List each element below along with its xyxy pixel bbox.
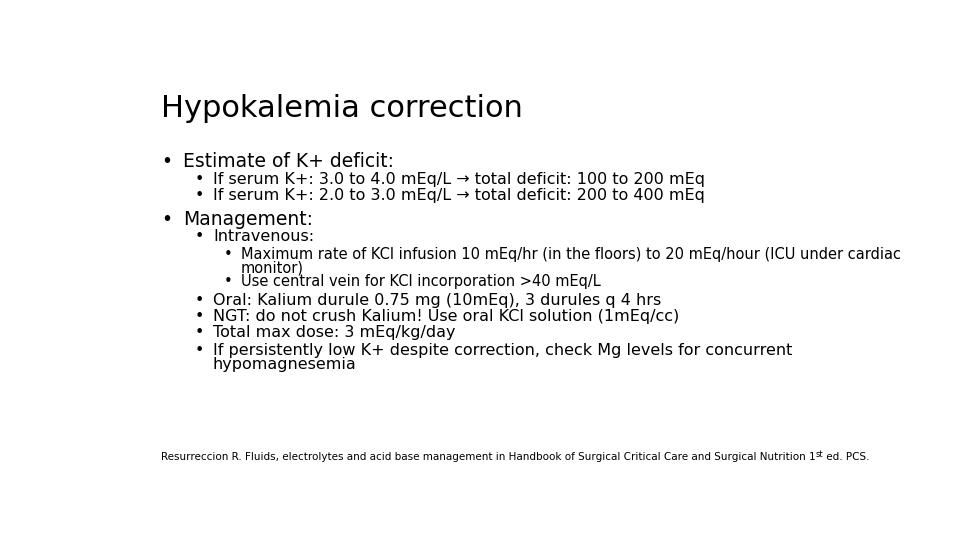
Text: hypomagnesemia: hypomagnesemia [213,357,357,372]
Text: Resurreccion R. Fluids, electrolytes and acid base management in Handbook of Sur: Resurreccion R. Fluids, electrolytes and… [161,452,816,462]
Text: NGT: do not crush Kalium! Use oral KCl solution (1mEq/cc): NGT: do not crush Kalium! Use oral KCl s… [213,309,680,324]
Text: •: • [225,247,233,262]
Text: •: • [161,210,172,230]
Text: Management:: Management: [183,210,313,230]
Text: •: • [194,188,204,203]
Text: Total max dose: 3 mEq/kg/day: Total max dose: 3 mEq/kg/day [213,325,455,340]
Text: •: • [194,229,204,244]
Text: Intravenous:: Intravenous: [213,229,314,244]
Text: If serum K+: 2.0 to 3.0 mEq/L → total deficit: 200 to 400 mEq: If serum K+: 2.0 to 3.0 mEq/L → total de… [213,188,705,203]
Text: •: • [194,343,204,359]
Text: ed. PCS.: ed. PCS. [823,452,870,462]
Text: •: • [225,274,233,289]
Text: st: st [816,450,823,458]
Text: •: • [194,309,204,324]
Text: Estimate of K+ deficit:: Estimate of K+ deficit: [183,152,395,171]
Text: Use central vein for KCl incorporation >40 mEq/L: Use central vein for KCl incorporation >… [241,274,600,289]
Text: •: • [194,172,204,187]
Text: •: • [194,325,204,340]
Text: Hypokalemia correction: Hypokalemia correction [161,94,523,123]
Text: Maximum rate of KCl infusion 10 mEq/hr (in the floors) to 20 mEq/hour (ICU under: Maximum rate of KCl infusion 10 mEq/hr (… [241,247,900,262]
Text: If serum K+: 3.0 to 4.0 mEq/L → total deficit: 100 to 200 mEq: If serum K+: 3.0 to 4.0 mEq/L → total de… [213,172,705,187]
Text: •: • [161,152,172,171]
Text: monitor): monitor) [241,260,303,275]
Text: Oral: Kalium durule 0.75 mg (10mEq), 3 durules q 4 hrs: Oral: Kalium durule 0.75 mg (10mEq), 3 d… [213,293,661,308]
Text: If persistently low K+ despite correction, check Mg levels for concurrent: If persistently low K+ despite correctio… [213,343,792,359]
Text: •: • [194,293,204,308]
